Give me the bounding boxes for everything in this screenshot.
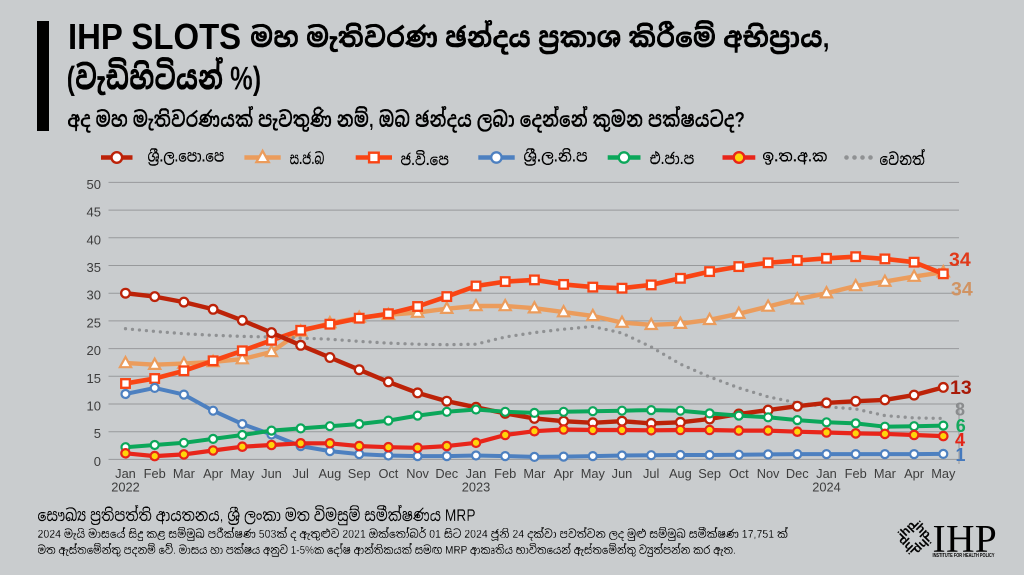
svg-text:40: 40	[87, 232, 101, 247]
svg-text:30: 30	[87, 288, 101, 303]
svg-text:4: 4	[955, 430, 965, 450]
svg-text:35: 35	[87, 260, 101, 275]
svg-text:2024: 2024	[812, 480, 840, 495]
svg-text:IHP: IHP	[933, 517, 998, 561]
svg-text:Nov: Nov	[757, 466, 780, 481]
svg-text:10: 10	[87, 399, 101, 414]
svg-text:Dec: Dec	[435, 466, 458, 481]
svg-text:20: 20	[87, 343, 101, 358]
svg-text:25: 25	[87, 315, 101, 330]
svg-text:Mar: Mar	[874, 466, 897, 481]
svg-text:Jun: Jun	[612, 466, 633, 481]
svg-text:May: May	[230, 466, 255, 481]
svg-text:34: 34	[949, 249, 971, 271]
svg-text:45: 45	[87, 205, 101, 220]
svg-text:6: 6	[956, 416, 966, 436]
svg-text:Aug: Aug	[669, 466, 692, 481]
svg-text:ihp: ihp	[895, 533, 918, 556]
svg-text:Sep: Sep	[348, 466, 371, 481]
svg-text:Feb: Feb	[494, 466, 516, 481]
svg-text:0: 0	[94, 454, 101, 469]
svg-text:Mar: Mar	[173, 466, 196, 481]
svg-text:8: 8	[955, 400, 965, 420]
svg-text:Jan: Jan	[115, 466, 136, 481]
svg-text:Jun: Jun	[261, 466, 282, 481]
svg-text:Jul: Jul	[643, 466, 659, 481]
svg-text:Feb: Feb	[845, 466, 867, 481]
svg-text:13: 13	[950, 377, 972, 399]
svg-text:Sep: Sep	[698, 466, 721, 481]
svg-text:Nov: Nov	[406, 466, 429, 481]
svg-text:Apr: Apr	[904, 466, 925, 481]
svg-text:50: 50	[87, 177, 101, 192]
svg-text:Feb: Feb	[144, 466, 166, 481]
svg-text:Oct: Oct	[729, 466, 749, 481]
svg-text:15: 15	[87, 371, 101, 386]
svg-text:May: May	[931, 466, 956, 481]
svg-text:May: May	[581, 466, 606, 481]
svg-text:Dec: Dec	[786, 466, 809, 481]
svg-text:Oct: Oct	[378, 466, 398, 481]
svg-text:2022: 2022	[111, 480, 139, 495]
svg-text:Aug: Aug	[319, 466, 342, 481]
svg-text:Apr: Apr	[554, 466, 575, 481]
svg-text:Jul: Jul	[293, 466, 309, 481]
svg-text:Jan: Jan	[816, 466, 837, 481]
svg-text:INSTITUTE FOR HEALTH POLICY: INSTITUTE FOR HEALTH POLICY	[933, 553, 995, 559]
svg-text:Jan: Jan	[466, 466, 487, 481]
svg-text:IHP SLOTS: IHP SLOTS	[68, 18, 241, 58]
svg-text:34: 34	[951, 279, 973, 301]
svg-text:2023: 2023	[462, 480, 490, 495]
svg-text:Apr: Apr	[203, 466, 224, 481]
svg-text:Mar: Mar	[523, 466, 546, 481]
svg-text:5: 5	[94, 426, 101, 441]
svg-text:1: 1	[956, 445, 966, 465]
